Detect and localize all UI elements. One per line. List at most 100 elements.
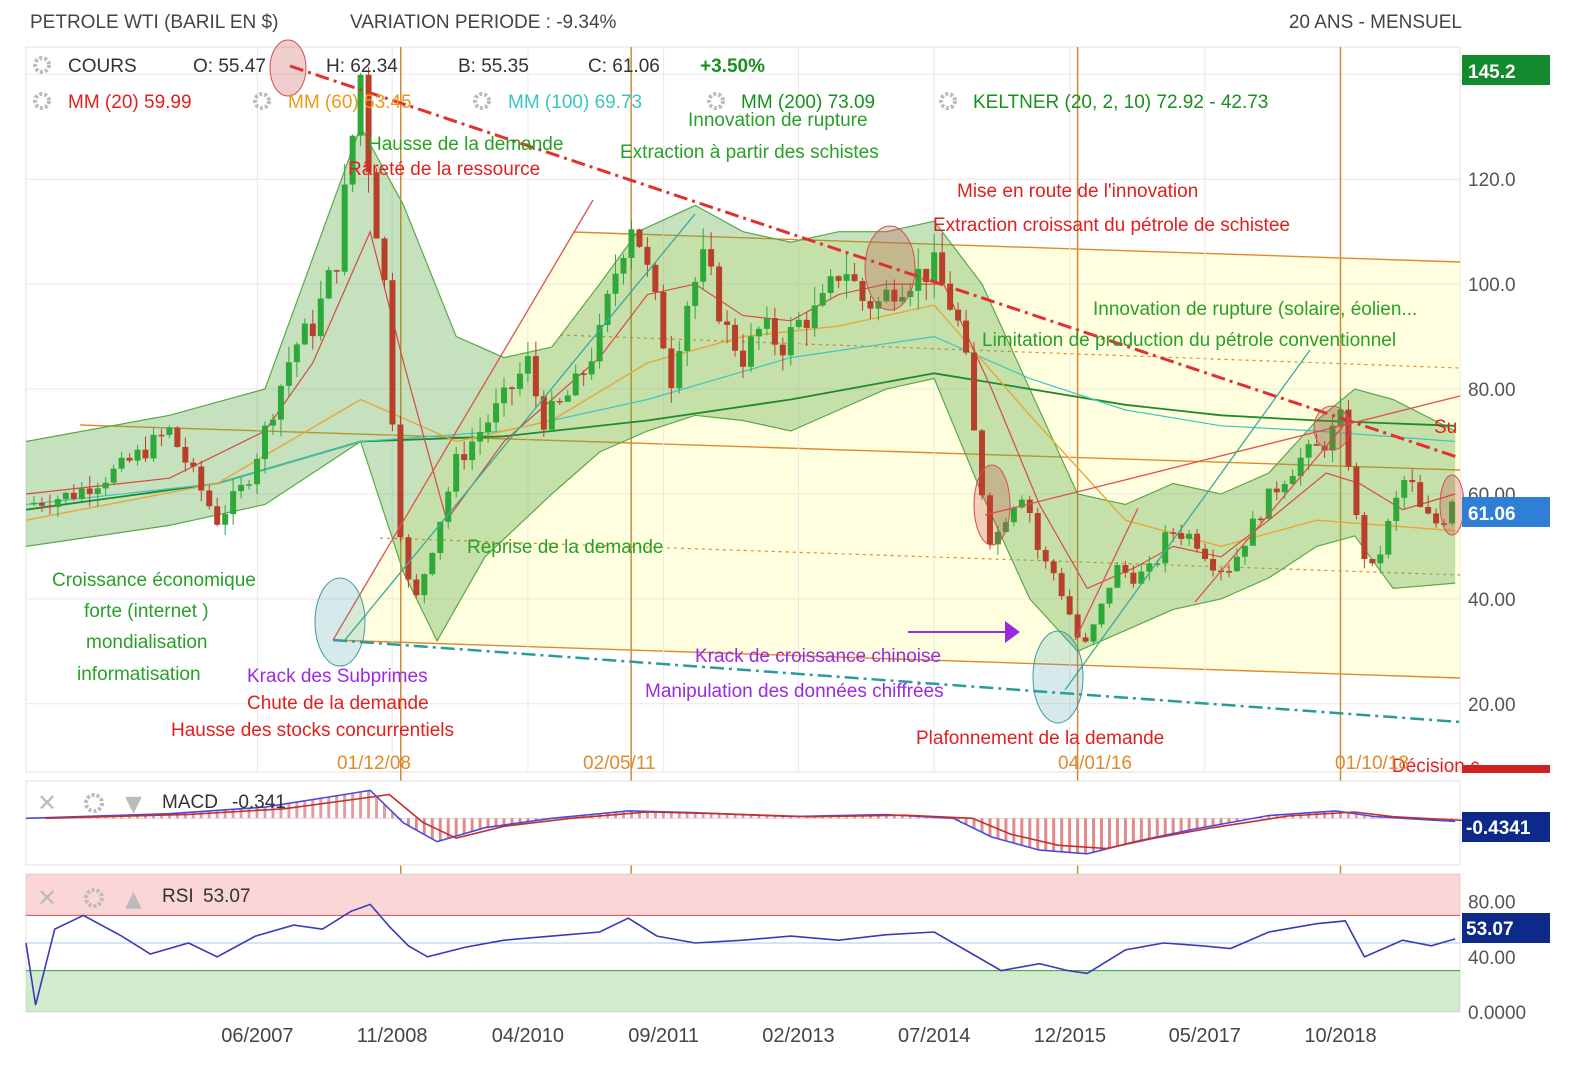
candle-body	[684, 305, 691, 352]
candle-body	[1002, 522, 1009, 532]
legend-mm20: MM (20) 59.99	[68, 92, 192, 113]
candle-body	[1090, 624, 1097, 642]
legend-low: B: 55.35	[458, 56, 529, 77]
candle-body	[214, 506, 221, 525]
rsi-label: RSI	[162, 886, 194, 907]
gear-icon[interactable]	[473, 92, 491, 110]
candle-body	[939, 252, 946, 284]
annotation: Innovation de rupture (solaire, éolien..…	[1093, 299, 1417, 320]
channel-mid-line	[79, 424, 1461, 471]
candle-body	[174, 427, 181, 447]
candle-body	[1098, 603, 1105, 625]
candle-body	[150, 434, 157, 459]
candle-body	[779, 344, 786, 356]
candle-body	[1449, 501, 1456, 524]
candle-body	[652, 264, 659, 292]
keltner-upper	[25, 125, 1456, 506]
candle-body	[1369, 558, 1376, 564]
legend-open: O: 55.47	[193, 56, 266, 77]
hidden-badge-red	[1462, 765, 1550, 773]
candle-body	[110, 468, 117, 483]
annotation: Reprise de la demande	[467, 537, 663, 558]
rsi-value-badge	[1462, 913, 1550, 943]
gear-icon[interactable]	[33, 92, 51, 110]
candle-body	[158, 434, 165, 437]
candle-body	[309, 323, 316, 337]
close-icon[interactable]: ✕	[37, 789, 57, 817]
rsi-overbought-zone	[26, 874, 1460, 916]
gear-icon[interactable]	[253, 92, 271, 110]
candle-body	[556, 400, 563, 403]
candle-body	[740, 350, 746, 367]
gear-icon[interactable]	[84, 793, 104, 813]
candle-body	[859, 280, 866, 301]
annotation: Extraction croissant du pétrole de schis…	[933, 215, 1290, 236]
candle-body	[1066, 596, 1073, 615]
gear-icon[interactable]	[939, 92, 957, 110]
time-tick-label: 05/2017	[1169, 1025, 1241, 1047]
candle-body	[660, 291, 667, 349]
arrow-up-icon[interactable]: ▲	[125, 887, 142, 912]
short-uptrend-line	[1074, 507, 1139, 641]
candle-body	[166, 427, 173, 435]
annotation: mondialisation	[86, 632, 207, 653]
candle-body	[508, 387, 515, 390]
gear-icon[interactable]	[707, 92, 725, 110]
macd-value-badge	[1462, 812, 1550, 842]
rsi-value: 53.07	[203, 886, 251, 907]
keltner-lower	[25, 377, 1456, 653]
candle-body	[1257, 518, 1264, 521]
candle-body	[485, 422, 492, 432]
time-tick-label: 10/2018	[1304, 1025, 1376, 1047]
candle-body	[1122, 565, 1129, 573]
time-tick-label: 06/2007	[221, 1025, 293, 1047]
candle-body	[700, 249, 707, 282]
gear-icon[interactable]	[84, 888, 104, 908]
candle-body	[1178, 533, 1185, 539]
legend-cours: COURS O: 55.47 H: 62.34 B: 55.35 C: 61.0…	[33, 56, 765, 77]
candle-body	[1273, 488, 1280, 493]
candle-body	[285, 362, 292, 386]
candle-body	[516, 373, 523, 389]
channel-lower-line	[332, 639, 1461, 679]
candle-body	[182, 446, 189, 463]
candle-body	[827, 276, 834, 294]
gear-icon[interactable]	[33, 56, 51, 74]
arrow-down-icon[interactable]: ▼	[125, 792, 142, 817]
candle-body	[1042, 549, 1049, 562]
candle-body	[397, 424, 404, 538]
period-selector[interactable]: 20 ANS - MENSUEL	[1289, 12, 1462, 33]
candle-body	[325, 270, 332, 299]
candle-body	[469, 441, 476, 461]
legend-cours-label: COURS	[68, 56, 137, 77]
uptrend-line-2018	[1194, 417, 1351, 603]
macd-legend: ✕ ▼ MACD -0.341	[37, 789, 286, 817]
candle-body	[1138, 571, 1145, 584]
top-price-badge-text: 145.2	[1468, 62, 1516, 83]
candle-body	[580, 373, 587, 375]
event-date-labels: 01/12/08 02/05/11 04/01/16 01/10/18	[337, 753, 1409, 774]
candle-body	[461, 454, 468, 461]
rsi-tick-label: 0.0000	[1468, 1003, 1526, 1024]
annotation: Râreté de la ressource	[348, 159, 540, 180]
annotation: forte (internet )	[84, 601, 209, 622]
legend-mm100: MM (100) 69.73	[508, 92, 642, 113]
candle-body	[803, 319, 810, 328]
candle-body	[1281, 484, 1288, 493]
candle-body	[78, 488, 85, 499]
candle-body	[341, 184, 348, 272]
legend-change: +3.50%	[700, 56, 765, 77]
candle-body	[532, 356, 539, 397]
candle-body	[1361, 515, 1368, 559]
candle-body	[349, 135, 356, 185]
close-icon[interactable]: ✕	[37, 884, 57, 912]
candle-body	[851, 274, 858, 281]
candle-body	[118, 457, 125, 469]
candle-body	[1170, 532, 1177, 534]
candle-body	[365, 74, 372, 173]
price-tick-label: 20.00	[1468, 695, 1516, 716]
candle-body	[644, 246, 651, 265]
candle-body	[1162, 532, 1169, 564]
annotation: Hausse de la demande	[368, 134, 563, 155]
macd-label: MACD	[162, 792, 218, 813]
